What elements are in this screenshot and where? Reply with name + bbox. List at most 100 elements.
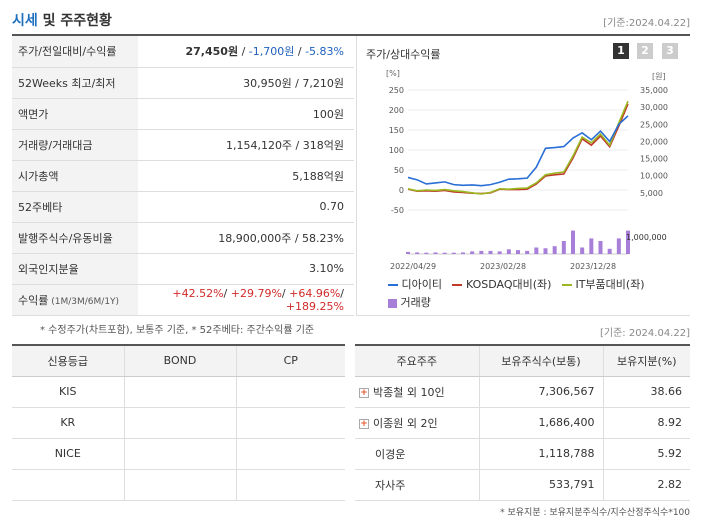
volume-bar	[516, 250, 520, 254]
left-axis-unit: [%]	[386, 69, 400, 78]
right-tick-label: 30,000	[640, 103, 668, 112]
holder-pct: 38.66	[602, 376, 690, 408]
summary-note: * 수정주가(차트포함), 보통주 기준, * 52주베타: 주간수익률 기준	[40, 325, 315, 336]
series-line	[407, 115, 629, 187]
left-tick-label: -50	[391, 206, 404, 215]
series-line	[407, 103, 629, 195]
credit-table: 신용등급 BOND CP KIS KR NICE	[12, 346, 345, 501]
legend-line-icon	[452, 284, 463, 286]
volume-bar	[415, 252, 420, 254]
holder-name[interactable]: 이종원 외 2인	[373, 416, 438, 430]
volume-bar	[616, 238, 621, 254]
right-tick-label: 5,000	[640, 189, 663, 198]
chart-title: 주가/상대수익률	[366, 48, 441, 61]
as-of-date: [기준:2024.04.22]	[603, 18, 690, 29]
holders-as-of: [기준: 2024.04.22]	[599, 328, 690, 339]
volume-bar	[580, 247, 585, 254]
chart-grid	[408, 89, 628, 255]
right-axis-ticks: 35,000 30,000 25,000 20,000 15,000 10,000 5,00…	[640, 86, 668, 198]
volume-bar	[607, 248, 612, 254]
right-tick-label: 15,000	[640, 155, 668, 164]
holders-table: 주요주주 보유주식수(보통) 보유지분(%) + 박종철 외 10인 7,306,…	[355, 346, 690, 501]
credit-agency: NICE	[12, 438, 124, 470]
left-tick-label: 250	[389, 86, 404, 95]
summary-label: 52Weeks 최고/최저	[12, 67, 138, 99]
summary-row: 액면가 100원	[12, 98, 354, 130]
volume-bar	[598, 241, 603, 254]
legend-line-icon	[561, 284, 572, 286]
x-axis-ticks: 2022/04/29 2023/02/28 2023/12/28	[390, 262, 616, 271]
right-tick-label: 10,000	[640, 172, 668, 181]
holder-shares: 7,306,567	[478, 376, 603, 408]
summary-row: 거래량/거래대금 1,154,120주 / 318억원	[12, 129, 354, 161]
holders-header: 보유지분(%)	[602, 346, 690, 377]
volume-bar	[552, 246, 557, 254]
left-tick-label: 50	[394, 166, 404, 175]
chart-page-2-button[interactable]: 2	[637, 43, 653, 59]
volume-bar	[406, 251, 410, 254]
credit-agency: KIS	[12, 376, 124, 408]
summary-label: 외국인지분율	[12, 253, 138, 285]
volume-bar	[506, 249, 511, 254]
holder-row: + 이종원 외 2인 1,686,400 8.92	[355, 407, 690, 439]
expand-icon[interactable]: +	[359, 418, 369, 429]
credit-row	[12, 469, 345, 501]
holder-pct: 8.92	[602, 407, 690, 439]
legend-line-icon	[388, 284, 398, 286]
summary-row: 외국인지분율 3.10%	[12, 253, 354, 285]
right-axis-unit: [원]	[652, 72, 666, 81]
chart-page-1-button[interactable]: 1	[613, 43, 629, 59]
credit-agency	[12, 469, 124, 501]
volume-bar	[424, 252, 429, 254]
summary-row: 52주베타 0.70	[12, 191, 354, 223]
holder-name: 자사주	[355, 469, 479, 501]
summary-table: 주가/전일대비/수익률 27,450원 / -1,700원 / -5.83% 5…	[12, 36, 354, 316]
holder-pct: 2.82	[602, 469, 690, 501]
summary-label: 거래량/거래대금	[12, 129, 138, 161]
legend-item-it[interactable]: IT부품대비(좌)	[561, 278, 645, 291]
summary-row: 수익률 (1M/3M/6M/1Y) +42.52%/ +29.79%/ +64.…	[12, 284, 354, 316]
legend-item-kosdaq[interactable]: KOSDAQ대비(좌)	[452, 278, 551, 291]
return-values: +42.52%/ +29.79%/ +64.96%/ +189.25%	[138, 284, 354, 316]
volume-bar	[525, 250, 530, 254]
stock-chart: [%] [원] 250 200 150 100 50 0 -50 35,000 30,000 2…	[386, 69, 668, 271]
expand-icon[interactable]: +	[359, 387, 369, 398]
volume-bar	[451, 252, 456, 254]
x-tick-label: 2023/12/28	[570, 262, 616, 271]
volume-bar	[589, 238, 594, 254]
holder-name[interactable]: 박종철 외 10인	[373, 385, 445, 399]
volume-bar	[497, 251, 502, 254]
table-top-border	[12, 34, 354, 36]
holder-pct: 5.92	[602, 438, 690, 470]
left-tick-label: 0	[399, 186, 404, 195]
credit-agency: KR	[12, 407, 124, 439]
volume-bar	[543, 248, 548, 254]
summary-row: 주가/전일대비/수익률 27,450원 / -1,700원 / -5.83%	[12, 36, 354, 68]
holders-header: 주요주주	[355, 346, 479, 377]
summary-row: 발행주식수/유동비율 18,900,000주 / 58.23%	[12, 222, 354, 254]
volume-bar	[626, 230, 630, 254]
holder-shares: 1,686,400	[478, 407, 603, 439]
volume-bar	[470, 251, 475, 254]
left-tick-label: 150	[389, 126, 404, 135]
volume-bar	[571, 230, 575, 254]
holder-name-cell: + 이종원 외 2인	[355, 407, 479, 439]
credit-header: BOND	[123, 346, 236, 377]
chart-page-3-button[interactable]: 3	[662, 43, 678, 59]
summary-row: 52Weeks 최고/최저 30,950원 / 7,210원	[12, 67, 354, 99]
summary-label: 수익률 (1M/3M/6M/1Y)	[12, 284, 138, 316]
summary-value: 30,950원 / 7,210원	[138, 67, 354, 99]
summary-label: 52주베타	[12, 191, 138, 223]
legend-item-dit[interactable]: 디아이티	[388, 278, 442, 291]
legend-box-icon	[388, 298, 397, 308]
left-tick-label: 100	[389, 146, 404, 155]
holder-row: + 박종철 외 10인 7,306,567 38.66	[355, 376, 690, 408]
summary-value: 100원	[138, 98, 354, 130]
summary-value: 5,188억원	[138, 160, 354, 192]
summary-label: 액면가	[12, 98, 138, 130]
summary-value: 18,900,000주 / 58.23%	[138, 222, 354, 254]
x-tick-label: 2022/04/29	[390, 262, 436, 271]
page-title: 시세 및 주주현황	[12, 13, 112, 29]
legend-item-volume[interactable]: 거래량	[388, 294, 688, 310]
left-axis-ticks: 250 200 150 100 50 0 -50	[389, 86, 404, 215]
